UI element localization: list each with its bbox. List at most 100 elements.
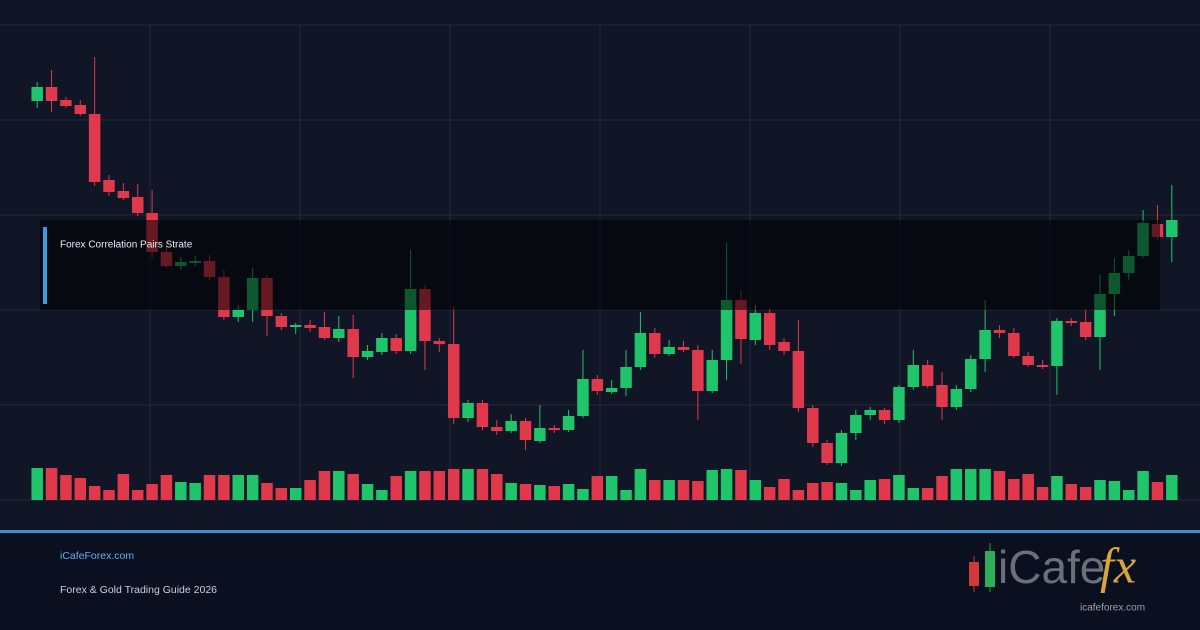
- volume-bar: [361, 484, 374, 500]
- plot: [31, 57, 1178, 500]
- candle-body: [462, 403, 474, 418]
- volume-bar: [117, 474, 130, 500]
- volume-bar: [921, 488, 934, 500]
- candle-body: [88, 114, 101, 182]
- candle-body: [103, 180, 115, 192]
- candle-body: [677, 347, 690, 350]
- candle-body: [548, 428, 560, 430]
- candle-body: [347, 329, 359, 357]
- volume-bar: [950, 469, 963, 500]
- volume-bar: [562, 484, 575, 500]
- volume-bar: [31, 468, 43, 500]
- volume-bar: [88, 486, 101, 500]
- volume-bar: [74, 478, 87, 500]
- footer-site: iCafeForex.com: [60, 550, 134, 562]
- volume-bar: [45, 468, 58, 500]
- logo-url: icafeforex.com: [1080, 603, 1145, 614]
- candle-body: [749, 313, 762, 340]
- candle-body: [921, 365, 934, 386]
- candle-body: [117, 191, 130, 198]
- title-accent: [43, 227, 47, 304]
- candle-body: [763, 313, 776, 345]
- volume-bar: [419, 471, 431, 500]
- volume-bar: [347, 474, 359, 500]
- volume-bar: [1137, 471, 1149, 500]
- volume-bar: [763, 487, 776, 500]
- candle-body: [778, 342, 790, 351]
- logo-brand: iCafe: [998, 541, 1105, 593]
- volume-bar: [304, 480, 316, 500]
- volume-bar: [964, 469, 977, 500]
- volume-bar: [534, 485, 546, 500]
- candle-body: [649, 333, 661, 354]
- volume-bar: [462, 469, 474, 500]
- title-overlay: [40, 220, 1160, 310]
- volume-bar: [60, 475, 72, 500]
- footer-subtitle: Forex & Gold Trading Guide 2026: [60, 584, 217, 596]
- volume-bar: [246, 475, 259, 500]
- volume-bar: [692, 481, 704, 500]
- volume-bar: [792, 490, 805, 500]
- candle-body: [907, 365, 920, 387]
- logo-mark: fx: [1100, 537, 1136, 593]
- candle-body: [1051, 321, 1063, 366]
- volume-bar: [577, 489, 589, 500]
- candle-body: [562, 416, 575, 430]
- volume-bar: [261, 483, 273, 500]
- volume-bar: [189, 483, 201, 500]
- candle-body: [1022, 356, 1034, 365]
- candle-body: [1036, 365, 1049, 367]
- volume-bar: [476, 469, 489, 500]
- volume-bar: [591, 476, 604, 500]
- volume-bar: [1008, 479, 1020, 500]
- volume-bar: [835, 483, 848, 500]
- volume-bar: [275, 488, 288, 500]
- candle-body: [419, 289, 431, 341]
- volume-bar: [404, 471, 417, 500]
- volume-bar: [706, 470, 718, 500]
- candle-body: [605, 388, 618, 392]
- volume-bar: [131, 490, 144, 500]
- volume-bar: [175, 482, 187, 500]
- candle-body: [404, 289, 417, 351]
- candle-body: [390, 338, 402, 351]
- volume-bar: [649, 480, 661, 500]
- candle-body: [534, 428, 546, 441]
- candle-body: [893, 387, 905, 420]
- volume-bar: [333, 471, 345, 500]
- volume-bar: [1036, 487, 1049, 500]
- candle-body: [620, 367, 632, 388]
- candle-body: [807, 408, 819, 443]
- volume-bar: [979, 469, 991, 500]
- volume-bar: [1051, 476, 1063, 500]
- candle-body: [232, 310, 245, 317]
- candle-body: [950, 389, 963, 407]
- candle-body: [663, 347, 675, 354]
- candle-body: [850, 415, 862, 433]
- candle-body: [131, 197, 144, 213]
- candle-body: [304, 325, 316, 328]
- volume-bar: [778, 479, 790, 500]
- volume-bar: [993, 471, 1006, 500]
- volume-bar: [376, 490, 388, 500]
- candle-body: [318, 327, 331, 338]
- candle-body: [591, 379, 604, 391]
- candle-body: [447, 344, 460, 418]
- candle-body: [1065, 321, 1078, 323]
- candle-body: [692, 350, 704, 391]
- candle-body: [333, 329, 345, 338]
- volume-bar: [749, 480, 762, 500]
- volume-bar: [390, 476, 402, 500]
- candle-body: [31, 87, 43, 101]
- volume-bar: [1079, 487, 1092, 500]
- candle-body: [577, 379, 589, 416]
- candle-body: [993, 330, 1006, 333]
- volume-bar: [548, 486, 560, 500]
- candle-body: [878, 410, 891, 420]
- footer: [0, 533, 1200, 630]
- candle-body: [275, 316, 288, 327]
- volume-bar: [1022, 474, 1034, 500]
- volume-bar: [605, 476, 618, 500]
- volume-bar: [103, 490, 115, 500]
- candle-body: [979, 330, 991, 359]
